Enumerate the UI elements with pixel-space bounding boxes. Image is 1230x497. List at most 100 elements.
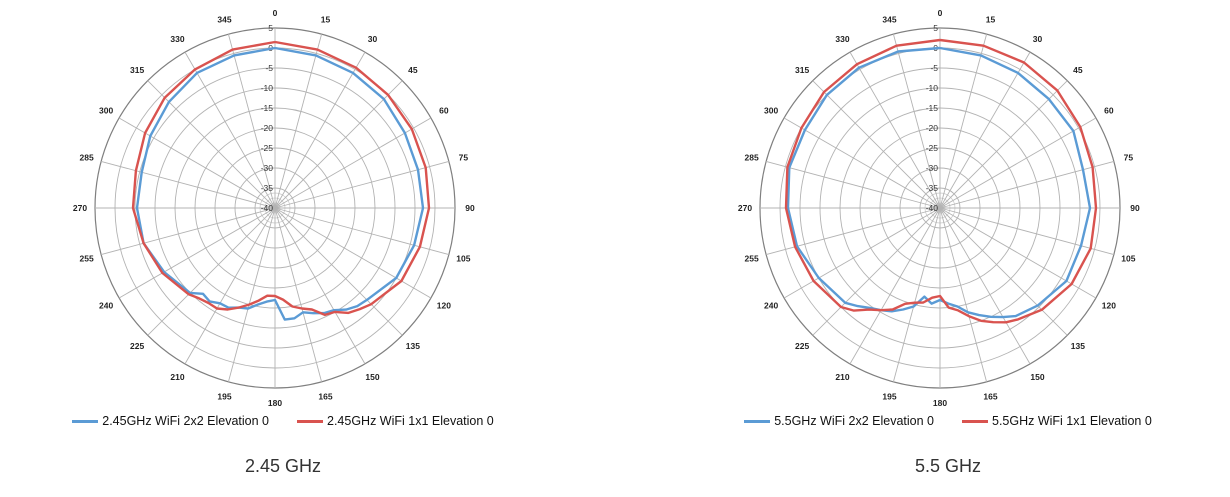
angle-tick-label: 165 (983, 391, 997, 401)
legend-label-1x1: 5.5GHz WiFi 1x1 Elevation 0 (992, 414, 1152, 428)
grid-spoke (939, 117, 1097, 209)
radial-tick-label: -35 (261, 183, 274, 193)
grid-spoke (274, 207, 403, 336)
angle-tick-label: 60 (1104, 106, 1114, 116)
angle-tick-label: 105 (456, 253, 470, 263)
grid-spoke (939, 207, 988, 382)
grid-spoke (939, 51, 1031, 209)
grid-spoke (101, 160, 276, 209)
series-line-2x2 (786, 46, 1092, 319)
radial-tick-label: 5 (933, 23, 938, 33)
angle-tick-label: 0 (938, 8, 943, 18)
grid-spoke (274, 207, 323, 382)
legend-item-2x2: 5.5GHz WiFi 2x2 Elevation 0 (744, 414, 934, 428)
angle-tick-label: 255 (80, 253, 94, 263)
angle-tick-label: 30 (1033, 34, 1043, 44)
grid-spoke (101, 207, 276, 256)
angle-tick-label: 120 (437, 301, 451, 311)
grid-spoke (227, 34, 276, 209)
chart-panel-5-5ghz: 0 15 30 45 60 75 90 105 120 135 150 165 180 195 210 225… (668, 0, 1228, 497)
radial-tick-label: -15 (926, 103, 939, 113)
angle-tick-label: 135 (406, 341, 420, 351)
angle-tick-label: 90 (465, 203, 475, 213)
grid-spoke (118, 207, 276, 299)
legend-item-2x2: 2.45GHz WiFi 2x2 Elevation 0 (72, 414, 269, 428)
angle-tick-label: 30 (368, 34, 378, 44)
radial-tick-label: -20 (261, 123, 274, 133)
legend-swatch-1x1 (297, 419, 323, 423)
radial-tick-label: -30 (926, 163, 939, 173)
legend-swatch-2x2 (744, 419, 771, 423)
radial-tick-label: -35 (926, 183, 939, 193)
grid-spoke (939, 207, 1068, 336)
angle-tick-label: 240 (99, 301, 113, 311)
chart-panel-2-45ghz: 0 15 30 45 60 75 90 105 120 135 150 165 180 195 210 225… (3, 0, 563, 497)
polar-chart-2-45ghz: 0 15 30 45 60 75 90 105 120 135 150 165 180 195 210 225… (73, 8, 475, 408)
angle-tick-label: 195 (217, 391, 231, 401)
angle-tick-label: 75 (459, 153, 469, 163)
polar-chart-5-5ghz: 0 15 30 45 60 75 90 105 120 135 150 165 180 195 210 225… (738, 8, 1140, 408)
series-line-1x1 (131, 40, 431, 317)
angle-tick-label: 225 (795, 341, 809, 351)
angle-tick-label: 330 (835, 34, 849, 44)
angle-tick-label: 90 (1130, 203, 1140, 213)
grid-spoke (939, 80, 1068, 209)
series-line-2x2 (135, 46, 425, 321)
legend-item-1x1: 2.45GHz WiFi 1x1 Elevation 0 (297, 414, 494, 428)
grid-spoke (227, 207, 276, 382)
grid-spoke (849, 207, 941, 365)
legend: 5.5GHz WiFi 2x2 Elevation 0 5.5GHz WiFi … (668, 414, 1228, 428)
angle-tick-label: 195 (882, 391, 896, 401)
radial-tick-label: -5 (265, 63, 273, 73)
radial-tick-label: -15 (261, 103, 274, 113)
angle-tick-label: 285 (80, 153, 94, 163)
angle-tick-label: 180 (268, 398, 282, 408)
grid-spoke (939, 160, 1114, 209)
grid-spoke (812, 80, 941, 209)
angle-tick-label: 315 (130, 65, 144, 75)
angle-tick-label: 210 (835, 372, 849, 382)
grid-spoke (274, 51, 366, 209)
grid-spoke (939, 207, 1114, 256)
grid-spoke (892, 34, 941, 209)
angle-tick-label: 0 (273, 8, 278, 18)
angle-tick-label: 270 (73, 203, 87, 213)
grid-spoke (184, 51, 276, 209)
angle-tick-label: 300 (99, 106, 113, 116)
grid-spoke (274, 160, 449, 209)
angle-tick-label: 45 (1073, 65, 1083, 75)
radial-tick-label: -25 (926, 143, 939, 153)
angle-tick-label: 105 (1121, 253, 1135, 263)
angle-tick-label: 285 (745, 153, 759, 163)
grid-spoke (812, 207, 941, 336)
angle-tick-label: 225 (130, 341, 144, 351)
chart-caption: 2.45 GHz (244, 456, 322, 476)
grid-spoke (939, 207, 1097, 299)
angle-tick-label: 210 (170, 372, 184, 382)
angle-tick-label: 150 (365, 372, 379, 382)
series-line-1x1 (784, 38, 1098, 324)
angle-tick-label: 345 (217, 15, 231, 25)
legend-label-1x1: 2.45GHz WiFi 1x1 Elevation 0 (327, 414, 494, 428)
grid-spoke (766, 160, 941, 209)
angle-tick-label: 315 (795, 65, 809, 75)
radial-tick-label: -5 (930, 63, 938, 73)
angle-tick-label: 45 (408, 65, 418, 75)
angle-tick-label: 255 (745, 253, 759, 263)
legend-label-2x2: 5.5GHz WiFi 2x2 Elevation 0 (774, 414, 934, 428)
legend-item-1x1: 5.5GHz WiFi 1x1 Elevation 0 (962, 414, 1152, 428)
angle-tick-label: 150 (1030, 372, 1044, 382)
angle-tick-label: 345 (882, 15, 896, 25)
angle-tick-label: 165 (318, 391, 332, 401)
grid-spoke (939, 34, 988, 209)
angle-tick-label: 300 (764, 106, 778, 116)
radial-tick-label: -30 (261, 163, 274, 173)
grid-spoke (274, 207, 366, 365)
grid-spoke (147, 80, 276, 209)
legend-label-2x2: 2.45GHz WiFi 2x2 Elevation 0 (102, 414, 269, 428)
radial-tick-label: -40 (926, 203, 939, 213)
grid-spoke (274, 207, 432, 299)
grid-spoke (783, 207, 941, 299)
chart-caption: 5.5 GHz (914, 456, 982, 476)
radial-tick-label: -40 (261, 203, 274, 213)
